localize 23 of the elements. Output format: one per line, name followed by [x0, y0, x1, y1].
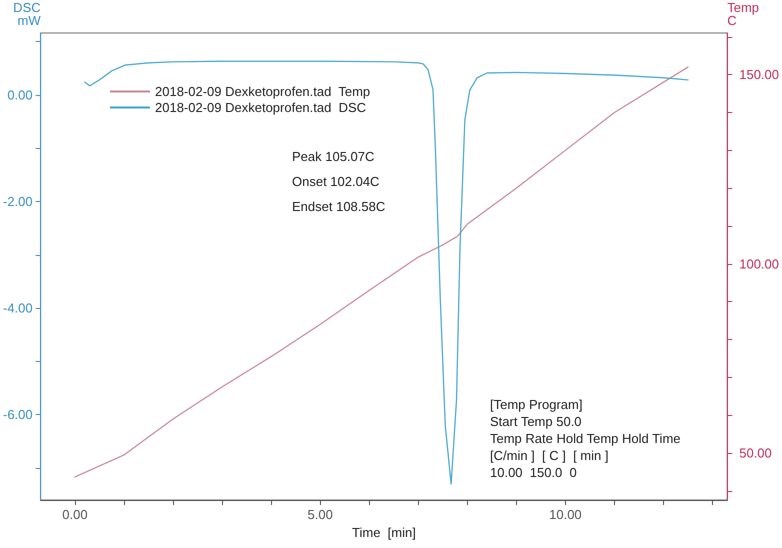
legend-label: 2018-02-09 Dexketoprofen.tad Temp	[155, 84, 370, 99]
y2-tick-label: 50.00	[739, 446, 772, 461]
x-axis-title: Time [min]	[352, 524, 416, 540]
y-tick-label: -6.00	[2, 407, 33, 422]
legend-label: 2018-02-09 Dexketoprofen.tad DSC	[155, 100, 366, 115]
y-axis-title: DSC mW	[13, 0, 42, 28]
annotation: Peak 105.07C	[292, 149, 374, 164]
y-tick-label: -4.00	[2, 300, 33, 316]
x-tick-label: 0.00	[62, 507, 88, 522]
x-tick-label: 5.00	[308, 507, 333, 522]
annotation: Temp Rate Hold Temp Hold Time	[490, 431, 681, 446]
annotation: Onset 102.04C	[292, 174, 380, 189]
y-tick-label: 0.00	[7, 87, 33, 102]
annotation: Start Temp 50.0	[490, 414, 582, 429]
y2-tick-label: 150.00	[739, 67, 780, 82]
annotation: [C/min ] [ C ] [ min ]	[490, 448, 608, 463]
y2-axis-title: Temp C	[727, 0, 760, 28]
annotation: Endset 108.58C	[292, 199, 386, 214]
y2-tick-label: 100.00	[739, 256, 780, 272]
x-tick-label: 10.00	[549, 507, 582, 522]
annotation: 10.00 150.0 0	[490, 465, 577, 480]
annotation: [Temp Program]	[490, 397, 582, 412]
y-tick-label: -2.00	[2, 194, 33, 209]
